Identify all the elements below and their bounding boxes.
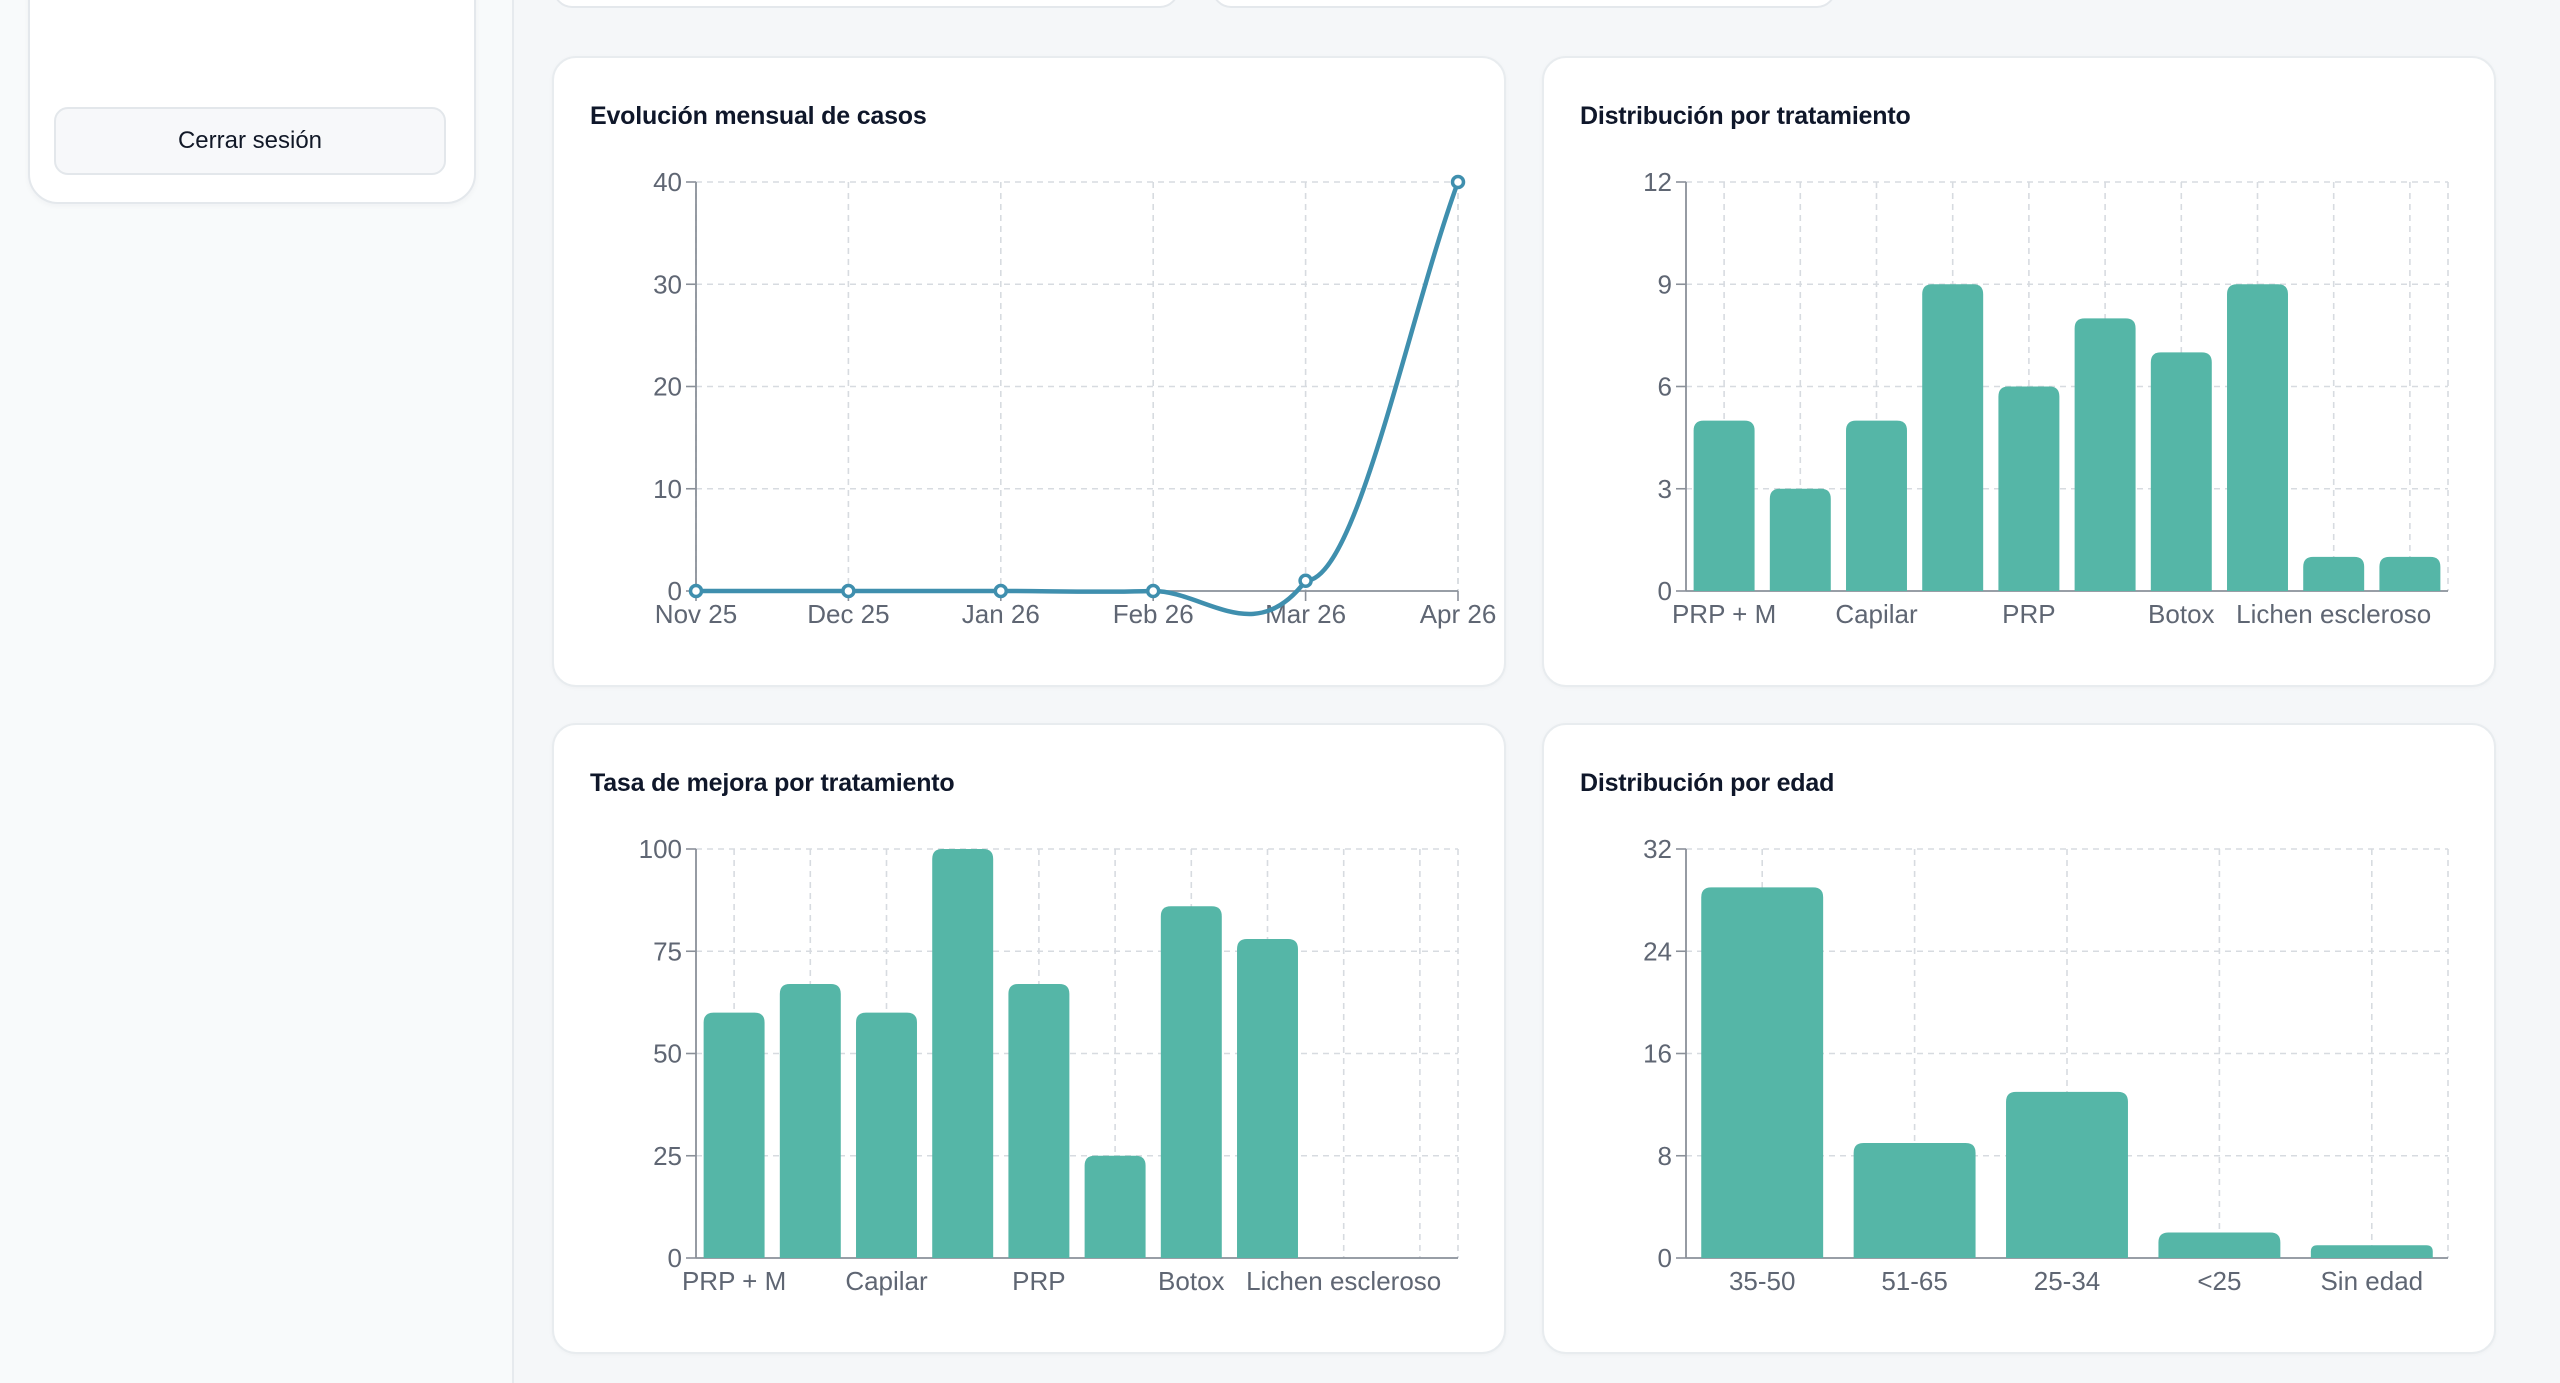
monthly-cases-line-chart: 0 10 20 30 40 Nov 25 Dec 25 Jan 26 Feb 26 Mar 26 A… xyxy=(653,167,1497,629)
chart-title: Distribución por tratamiento xyxy=(1580,102,1911,130)
y-tick-label: 32 xyxy=(1643,834,1672,864)
bar xyxy=(2158,1232,2281,1258)
bar xyxy=(2006,1091,2128,1258)
y-tick-label: 24 xyxy=(1643,936,1672,966)
y-tick-label: 0 xyxy=(1658,576,1672,606)
x-tick-label: Botox xyxy=(1158,1266,1225,1296)
bar xyxy=(1998,386,2060,591)
bar xyxy=(1701,887,1824,1258)
sidebar-user-card: Cerrar sesión xyxy=(28,0,476,204)
x-tick-label: PRP + M xyxy=(682,1266,786,1296)
stat-card-stub xyxy=(1212,0,1836,8)
bar xyxy=(2379,556,2441,591)
x-tick-label: Jan 26 xyxy=(962,599,1040,629)
bar xyxy=(779,983,841,1258)
x-tick-label: Lichen escleroso xyxy=(1246,1266,1441,1296)
x-tick-label: 51-65 xyxy=(1881,1266,1948,1296)
data-point xyxy=(688,583,704,599)
y-tick-label: 0 xyxy=(1658,1243,1672,1273)
x-tick-label: Botox xyxy=(2148,599,2215,629)
y-tick-label: 25 xyxy=(653,1141,682,1171)
x-tick-label: Mar 26 xyxy=(1265,599,1346,629)
x-tick-label: Lichen escleroso xyxy=(2236,599,2431,629)
bar xyxy=(1922,284,1984,591)
y-tick-label: 0 xyxy=(668,576,682,606)
data-point xyxy=(1145,583,1161,599)
bar xyxy=(2150,352,2212,591)
y-tick-label: 0 xyxy=(668,1243,682,1273)
chart-title: Tasa de mejora por tratamiento xyxy=(590,769,955,797)
x-tick-label: 35-50 xyxy=(1729,1266,1796,1296)
y-tick-label: 20 xyxy=(653,372,682,402)
x-tick-label: Apr 26 xyxy=(1420,599,1497,629)
data-point xyxy=(993,583,1009,599)
series-line xyxy=(693,179,1461,617)
y-tick-label: 3 xyxy=(1658,474,1672,504)
data-point xyxy=(1298,573,1313,589)
y-tick-label: 12 xyxy=(1643,167,1672,197)
chart-card-age: Distribución por edad 0 8 16 24 32 35-50 51-65… xyxy=(1542,723,2496,1354)
data-point xyxy=(1450,174,1466,190)
bar xyxy=(2303,556,2365,591)
bar xyxy=(703,1012,765,1258)
bar xyxy=(932,849,994,1258)
bar xyxy=(1008,983,1070,1258)
x-tick-label: <25 xyxy=(2197,1266,2241,1296)
bar xyxy=(1853,1142,1976,1258)
stat-card-stub xyxy=(553,0,1179,8)
data-point xyxy=(841,583,856,599)
x-tick-label: PRP + M xyxy=(1672,599,1776,629)
y-tick-label: 50 xyxy=(653,1039,682,1069)
x-tick-label: Sin edad xyxy=(2320,1266,2423,1296)
x-tick-label: 25-34 xyxy=(2034,1266,2101,1296)
y-tick-label: 40 xyxy=(653,167,682,197)
x-tick-label: Feb 26 xyxy=(1113,599,1194,629)
bar xyxy=(1769,488,1831,591)
chart-card-treatment: Distribución por tratamiento 0 3 6 9 12 PRP +… xyxy=(1542,56,2496,687)
y-tick-label: 9 xyxy=(1658,269,1672,299)
bar xyxy=(1160,906,1222,1258)
bar xyxy=(856,1012,917,1258)
x-tick-label: PRP xyxy=(1012,1266,1065,1296)
improvement-rate-bar-chart: 0 25 50 75 100 PRP + M Capilar PRP Botox Lichen e… xyxy=(639,834,1459,1296)
bar xyxy=(2227,284,2288,591)
y-tick-label: 30 xyxy=(653,269,682,299)
treatment-distribution-bar-chart: 0 3 6 9 12 PRP + M Capilar PRP Botox Lichen escle… xyxy=(1643,167,2449,629)
y-tick-label: 100 xyxy=(639,834,682,864)
x-tick-label: Nov 25 xyxy=(655,599,737,629)
y-tick-label: 10 xyxy=(653,474,682,504)
bar xyxy=(1846,420,1907,591)
y-tick-label: 75 xyxy=(653,936,682,966)
y-tick-label: 16 xyxy=(1643,1039,1672,1069)
bar xyxy=(2074,318,2136,591)
chart-card-improvement: Tasa de mejora por tratamiento 0 25 50 75 10… xyxy=(552,723,1506,1354)
x-tick-label: Capilar xyxy=(845,1266,928,1296)
x-tick-label: PRP xyxy=(2002,599,2055,629)
y-tick-label: 8 xyxy=(1658,1141,1672,1171)
x-tick-label: Capilar xyxy=(1835,599,1918,629)
bar xyxy=(1693,420,1755,591)
age-distribution-bar-chart: 0 8 16 24 32 35-50 51-65 25-34 <25 Sin edad xyxy=(1643,834,2449,1296)
chart-card-monthly: Evolución mensual de casos 0 10 20 30 40 Nov … xyxy=(552,56,1506,687)
chart-title: Evolución mensual de casos xyxy=(590,102,927,130)
y-tick-label: 6 xyxy=(1658,372,1672,402)
chart-title: Distribución por edad xyxy=(1580,769,1835,797)
bar xyxy=(1237,938,1298,1258)
sidebar: Cerrar sesión xyxy=(0,0,514,1383)
bar xyxy=(1084,1155,1146,1258)
x-tick-label: Dec 25 xyxy=(807,599,889,629)
logout-button[interactable]: Cerrar sesión xyxy=(54,107,446,175)
bar xyxy=(2310,1245,2433,1258)
